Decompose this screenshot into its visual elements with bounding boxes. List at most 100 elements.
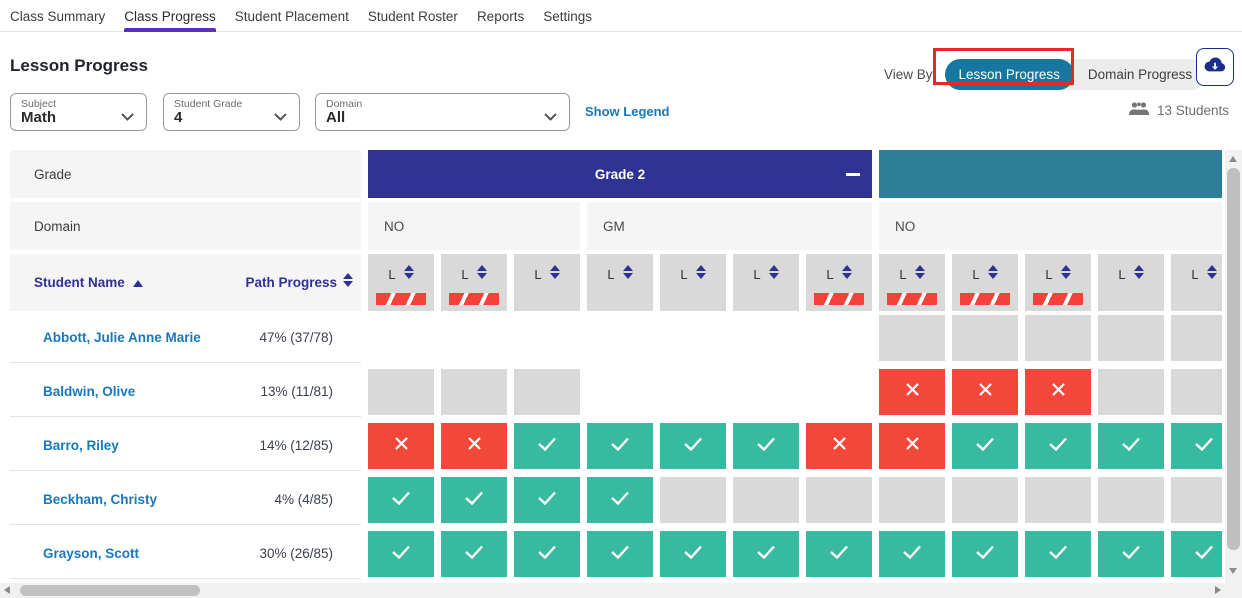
tab-reports[interactable]: Reports xyxy=(476,9,525,24)
chevron-down-icon xyxy=(121,108,134,126)
lesson-column-header[interactable]: L xyxy=(1025,254,1091,311)
view-toggle-domain-progress[interactable]: Domain Progress xyxy=(1087,67,1193,82)
scroll-up-arrow-icon[interactable] xyxy=(1229,156,1237,162)
student-name-link[interactable]: Baldwin, Olive xyxy=(43,384,136,399)
lesson-column-header[interactable]: L xyxy=(514,254,580,311)
alert-hatch-bar-icon xyxy=(449,293,499,305)
sort-both-icon xyxy=(476,265,487,284)
alert-hatch-bar-icon xyxy=(814,293,864,305)
lesson-cell-passed xyxy=(660,423,726,469)
student-name-link[interactable]: Beckham, Christy xyxy=(43,492,158,507)
lesson-cell-notstarted xyxy=(1171,315,1222,361)
grade-group-header: Grade 2 xyxy=(368,150,872,198)
students-count-label: 13 Students xyxy=(1157,102,1230,118)
subject-dropdown-value: Math xyxy=(21,109,56,126)
scroll-left-arrow-icon[interactable] xyxy=(4,586,10,594)
lesson-column-header[interactable]: L xyxy=(952,254,1018,311)
lesson-cell-passed xyxy=(733,531,799,577)
student-name-sort-button[interactable]: Student Name xyxy=(10,274,143,292)
sort-both-icon xyxy=(403,265,414,284)
scroll-right-arrow-icon[interactable] xyxy=(1215,586,1221,594)
grade-row-label: Grade xyxy=(10,150,361,198)
student-row: Abbott, Julie Anne Marie 47% (37/78) xyxy=(10,313,361,363)
show-legend-link[interactable]: Show Legend xyxy=(585,104,670,119)
lesson-column-header[interactable]: L xyxy=(1098,254,1164,311)
path-progress-sort-button[interactable]: Path Progress xyxy=(245,273,361,292)
sort-both-icon xyxy=(1060,265,1071,284)
check-icon xyxy=(391,491,411,510)
check-icon xyxy=(1194,437,1214,456)
student-name-link[interactable]: Abbott, Julie Anne Marie xyxy=(43,330,201,345)
vertical-scrollbar-thumb[interactable] xyxy=(1227,168,1240,550)
path-progress-value: 4% (4/85) xyxy=(274,492,333,507)
domain-group-label: NO xyxy=(384,218,405,234)
lesson-cell-passed xyxy=(1025,531,1091,577)
check-icon xyxy=(537,491,557,510)
collapse-minus-icon[interactable] xyxy=(846,173,860,176)
check-icon xyxy=(1048,437,1068,456)
lesson-cell-passed xyxy=(1171,423,1222,469)
check-icon xyxy=(537,437,557,456)
lesson-column-header[interactable]: L xyxy=(587,254,653,311)
view-toggle: Lesson Progress Domain Progress xyxy=(944,59,1207,90)
lesson-column-label: L xyxy=(461,267,469,282)
lesson-cell-notstarted xyxy=(879,315,945,361)
lesson-column-header[interactable]: L xyxy=(368,254,434,311)
lesson-column-header[interactable]: L xyxy=(806,254,872,311)
lesson-cell-passed xyxy=(514,423,580,469)
lesson-column-label: L xyxy=(753,267,761,282)
sort-both-icon xyxy=(1133,265,1144,284)
alert-hatch-bar-icon xyxy=(887,293,937,305)
domain-group-label: NO xyxy=(895,218,916,234)
lesson-column-label: L xyxy=(826,267,834,282)
tab-class-summary[interactable]: Class Summary xyxy=(10,9,106,24)
domain-dropdown-label: Domain xyxy=(326,98,363,110)
tab-class-progress[interactable]: Class Progress xyxy=(124,0,216,32)
student-grade-dropdown-value: 4 xyxy=(174,109,183,126)
lesson-cell-passed xyxy=(806,531,872,577)
lesson-cell-passed xyxy=(514,531,580,577)
lesson-column-label: L xyxy=(607,267,615,282)
lesson-cell-passed xyxy=(1098,531,1164,577)
tab-student-roster[interactable]: Student Roster xyxy=(367,9,458,24)
vertical-scrollbar[interactable] xyxy=(1225,150,1242,583)
page-title: Lesson Progress xyxy=(10,56,148,75)
lesson-cell-notstarted xyxy=(1098,315,1164,361)
view-toggle-lesson-progress[interactable]: Lesson Progress xyxy=(944,59,1074,90)
lesson-column-header[interactable]: L xyxy=(660,254,726,311)
horizontal-scrollbar-thumb[interactable] xyxy=(20,585,200,596)
students-group-icon xyxy=(1128,101,1150,119)
lesson-cell-failed xyxy=(952,369,1018,415)
horizontal-scrollbar[interactable] xyxy=(0,583,1225,598)
lesson-cell-passed xyxy=(1098,423,1164,469)
check-icon xyxy=(829,545,849,564)
path-progress-value: 14% (12/85) xyxy=(259,438,333,453)
student-grade-dropdown-label: Student Grade xyxy=(174,98,243,110)
student-name-link[interactable]: Grayson, Scott xyxy=(43,546,140,561)
lesson-cell-notstarted xyxy=(952,477,1018,523)
tab-student-placement[interactable]: Student Placement xyxy=(234,9,349,24)
student-grade-dropdown[interactable]: Student Grade 4 xyxy=(163,93,300,131)
lesson-column-header[interactable]: L xyxy=(441,254,507,311)
sort-both-icon xyxy=(841,265,852,284)
path-progress-header: Path Progress xyxy=(245,275,337,290)
lesson-cell-notstarted xyxy=(733,477,799,523)
lesson-cell-notstarted xyxy=(1025,477,1091,523)
lesson-cell-passed xyxy=(587,531,653,577)
lesson-cell-passed xyxy=(441,531,507,577)
lesson-column-header[interactable]: L xyxy=(1171,254,1222,311)
domain-group-label: GM xyxy=(603,218,625,234)
sort-ascending-icon xyxy=(132,274,143,292)
lesson-cell-notstarted xyxy=(1171,477,1222,523)
lesson-column-header[interactable]: L xyxy=(733,254,799,311)
download-button[interactable] xyxy=(1196,48,1234,86)
tab-settings[interactable]: Settings xyxy=(543,9,592,24)
student-name-link[interactable]: Barro, Riley xyxy=(43,438,119,453)
lesson-column-header[interactable]: L xyxy=(879,254,945,311)
chevron-down-icon xyxy=(544,108,557,126)
scroll-down-arrow-icon[interactable] xyxy=(1229,568,1237,574)
subject-dropdown[interactable]: Subject Math xyxy=(10,93,147,131)
lesson-column-label: L xyxy=(1118,267,1126,282)
domain-dropdown[interactable]: Domain All xyxy=(315,93,570,131)
